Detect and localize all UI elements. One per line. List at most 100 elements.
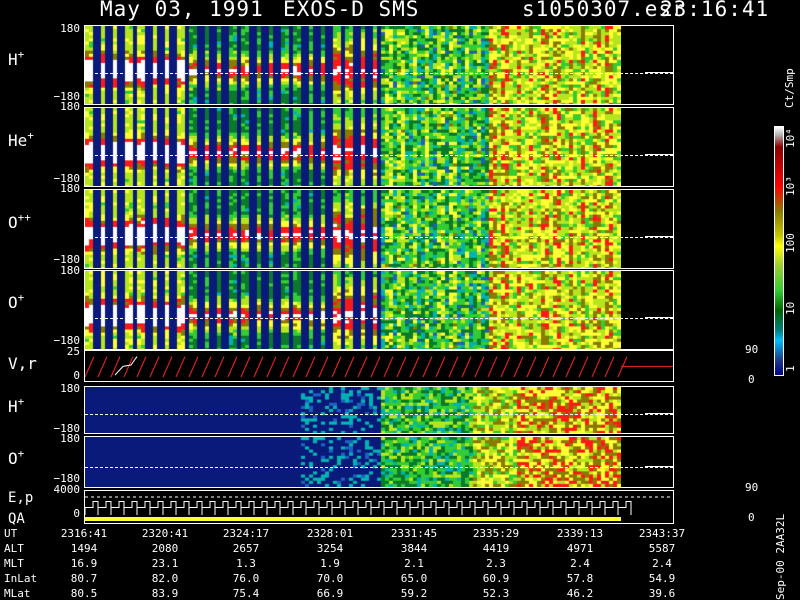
tick-vr-right-top: 90	[745, 343, 759, 356]
footer-value: 57.8	[566, 572, 594, 585]
footer-label-ut: UT	[4, 527, 18, 540]
panel-vr	[84, 350, 674, 382]
footer-value: 2316:41	[60, 527, 108, 540]
footer-value: 76.0	[232, 572, 260, 585]
footer-value: 4971	[566, 542, 594, 555]
tick-vr-bottom: 0	[73, 369, 80, 382]
spectrogram-image	[85, 190, 621, 268]
footer-value: 59.2	[400, 587, 428, 600]
colorbar	[774, 126, 784, 376]
tick-o-bottom: −180	[53, 334, 81, 347]
footer-value: 2.3	[486, 557, 506, 570]
tick-ep-right-top: 90	[745, 481, 759, 494]
panel-h-plus	[84, 25, 674, 105]
footer-value: 80.5	[70, 587, 98, 600]
qa-bar	[85, 517, 621, 521]
tick-o2-top: 180	[60, 432, 80, 445]
trace-line	[645, 236, 673, 237]
zero-line	[85, 318, 673, 319]
footer-value: 80.7	[70, 572, 98, 585]
tick-o-top: 180	[60, 264, 80, 277]
tick-he-top: 180	[60, 100, 80, 113]
spectrogram-image	[85, 26, 621, 104]
footer-value: 3254	[316, 542, 344, 555]
footer-value: 1.9	[320, 557, 340, 570]
colorbar-tick-1: 1	[784, 365, 797, 372]
footer-value: 2.1	[404, 557, 424, 570]
panel-o-plus	[84, 270, 674, 350]
footer-value: 1.3	[236, 557, 256, 570]
zero-line	[85, 155, 673, 156]
tick-o2-bottom: −180	[53, 472, 81, 485]
colorbar-tick-100: 100	[784, 233, 797, 253]
footer-value: 2080	[151, 542, 179, 555]
panel-label-he-plus: He+	[8, 129, 34, 150]
footer-label-inlat: InLat	[4, 572, 38, 585]
velocity-trace-line	[85, 356, 628, 378]
footer-value: 3844	[400, 542, 428, 555]
tick-ep-bottom: 0	[73, 507, 80, 520]
footer-value: 54.9	[648, 572, 676, 585]
trace-line	[645, 466, 673, 467]
trace-line	[645, 154, 673, 155]
zero-line	[85, 467, 673, 468]
footer-value: 2.4	[652, 557, 672, 570]
footer-value: 46.2	[566, 587, 594, 600]
footer-value: 4419	[482, 542, 510, 555]
footer-value: 1494	[70, 542, 98, 555]
velocity-trace	[85, 356, 673, 378]
date-title: May 03, 1991	[100, 0, 264, 21]
colorbar-tick-10: 10	[784, 301, 797, 315]
zero-line	[85, 73, 673, 74]
footer-value: 5587	[648, 542, 676, 555]
energy-step-line	[85, 501, 632, 515]
zero-line	[85, 414, 673, 415]
footer-value: 70.0	[316, 572, 344, 585]
tick-h-bottom: −180	[53, 90, 81, 103]
footer-value: 2335:29	[472, 527, 520, 540]
tick-ep-right-bottom: 0	[748, 511, 755, 524]
panel-label-ep: E,p	[8, 490, 34, 506]
panel-h-plus-2	[84, 386, 674, 434]
footer-value: 60.9	[482, 572, 510, 585]
footer-value: 66.9	[316, 587, 344, 600]
footer-value: 39.6	[648, 587, 676, 600]
footer-value: 2324:17	[222, 527, 270, 540]
spectrogram-image	[85, 108, 621, 186]
footer-value: 82.0	[151, 572, 179, 585]
panel-ep	[84, 490, 674, 524]
footer-value: 16.9	[70, 557, 98, 570]
tick-opp-top: 180	[60, 182, 80, 195]
footer-value: 2.4	[570, 557, 590, 570]
tick-opp-bottom: −180	[53, 253, 81, 266]
footer-value: 2657	[232, 542, 260, 555]
panel-o-plus-2	[84, 436, 674, 488]
footer-value: 2339:13	[556, 527, 604, 540]
colorbar-tick-1e3: 10³	[784, 176, 797, 196]
spectrogram-image	[85, 271, 621, 349]
panel-o-plusplus	[84, 189, 674, 269]
panel-label-o-plusplus: O++	[8, 211, 31, 232]
energy-trace	[85, 496, 673, 521]
tick-vr-right-bottom: 0	[748, 373, 755, 386]
panel-label-h-plus-2: H+	[8, 395, 25, 416]
instrument-title: EXOS-D SMS	[283, 0, 420, 21]
colorbar-unit: Ct/Smp	[783, 68, 796, 108]
file-name: s1050307.esr	[522, 0, 686, 21]
footer-value: 75.4	[232, 587, 260, 600]
footer-value: 23.1	[151, 557, 179, 570]
spectrogram-image	[85, 387, 621, 433]
footer-value: 2331:45	[390, 527, 438, 540]
footer-value: 2343:37	[638, 527, 686, 540]
tick-h-top: 180	[60, 22, 80, 35]
tick-vr-top: 25	[66, 345, 80, 358]
panel-label-qa: QA	[8, 511, 25, 527]
range-trace	[114, 356, 138, 376]
footer-label-alt: ALT	[4, 542, 24, 555]
panel-label-o-plus: O+	[8, 291, 25, 312]
footer-value: 2328:01	[306, 527, 354, 540]
tick-h2-top: 180	[60, 382, 80, 395]
spectrogram-image	[85, 437, 621, 487]
footer-label-mlat: MLat	[4, 587, 31, 600]
